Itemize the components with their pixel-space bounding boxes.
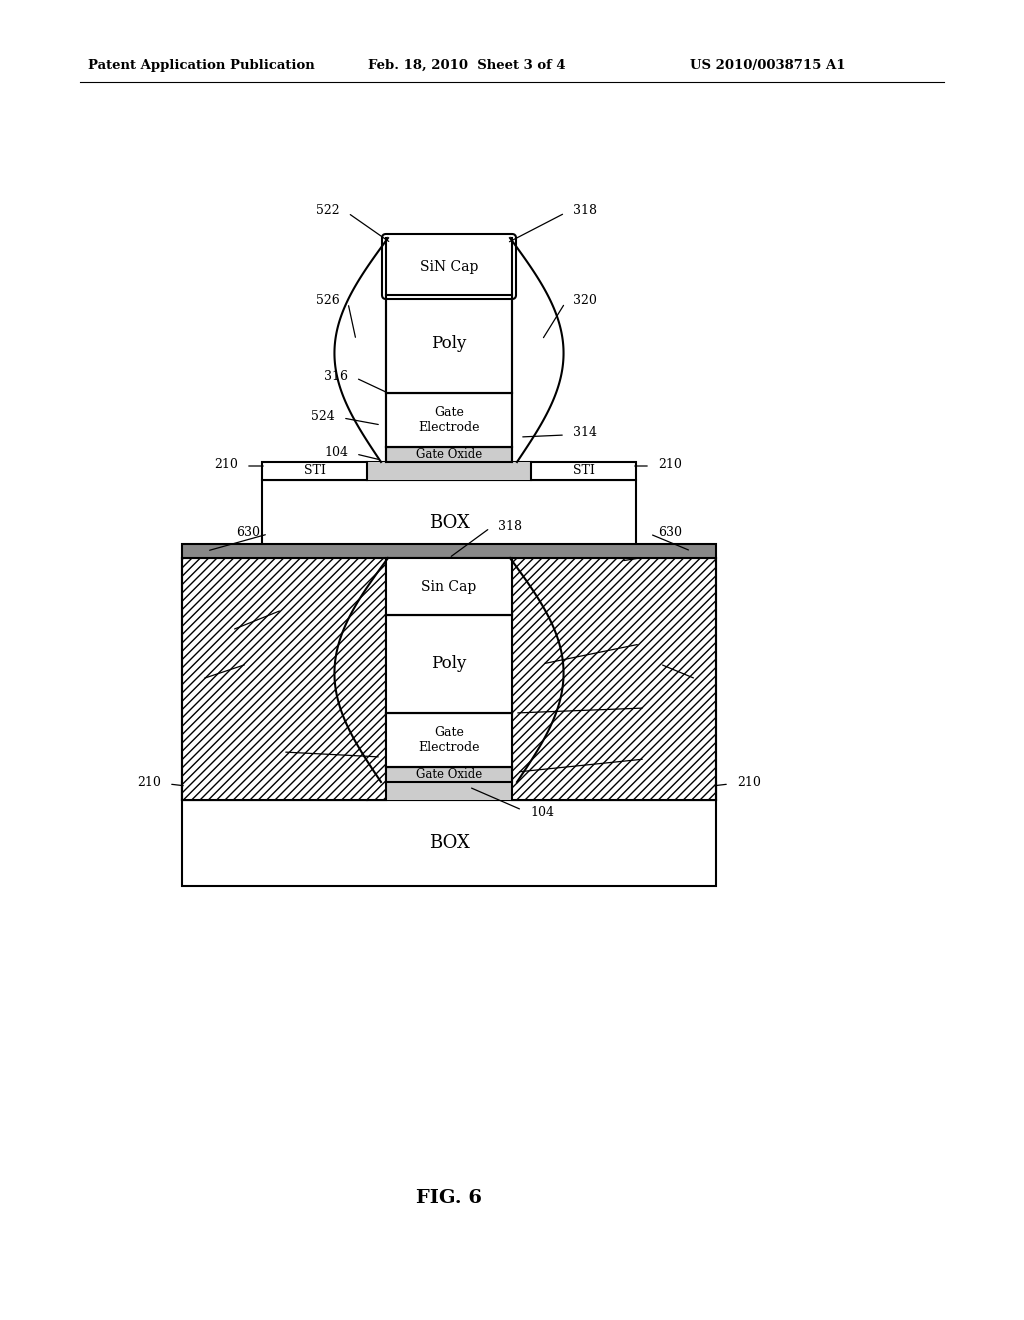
Text: 628: 628 [215,656,239,668]
Text: Gate Oxide: Gate Oxide [416,768,482,781]
Bar [386,447,512,462]
Bar [367,462,531,480]
Text: 630: 630 [658,525,682,539]
Text: 524: 524 [251,743,275,756]
Bar [386,558,512,615]
Bar [512,558,716,800]
Bar [386,615,512,713]
Text: 320: 320 [648,635,672,648]
Text: Sin Cap: Sin Cap [421,579,476,594]
Text: 210: 210 [658,458,682,470]
Text: 524: 524 [311,409,335,422]
Text: 210: 210 [214,458,238,470]
Bar [386,294,512,393]
Bar [367,781,531,800]
Bar [386,713,512,767]
Text: SiN Cap: SiN Cap [420,260,478,273]
Text: FIG. 5: FIG. 5 [416,609,482,627]
Text: 526: 526 [250,602,274,615]
Text: STI: STI [572,465,595,478]
Text: Gate Oxide: Gate Oxide [416,447,482,461]
Text: 316: 316 [653,700,677,713]
Text: Feb. 18, 2010  Sheet 3 of 4: Feb. 18, 2010 Sheet 3 of 4 [368,58,565,71]
Bar [182,544,716,558]
FancyBboxPatch shape [382,234,516,300]
Bar [262,462,636,480]
Text: 210: 210 [137,776,161,788]
Text: 320: 320 [573,294,597,308]
Text: Poly: Poly [431,335,467,352]
Text: 104: 104 [530,805,554,818]
Text: 210: 210 [737,776,761,788]
Text: Gate
Electrode: Gate Electrode [418,726,480,754]
Text: 316: 316 [324,370,348,383]
Text: 318: 318 [498,520,522,532]
Text: 104: 104 [324,446,348,458]
Text: 314: 314 [653,751,677,763]
Text: US 2010/0038715 A1: US 2010/0038715 A1 [690,58,846,71]
Bar [182,558,386,800]
Text: 522: 522 [316,205,340,218]
Text: Poly: Poly [431,656,467,672]
Text: 102: 102 [648,549,672,562]
Text: 630: 630 [236,525,260,539]
Text: FIG. 6: FIG. 6 [416,1189,482,1206]
Text: Gate
Electrode: Gate Electrode [418,407,480,434]
Text: BOX: BOX [429,834,469,851]
Text: 526: 526 [316,294,340,308]
Text: 314: 314 [573,426,597,440]
Text: 628: 628 [668,656,692,668]
Text: STI: STI [303,465,326,478]
Text: Patent Application Publication: Patent Application Publication [88,58,314,71]
Text: 318: 318 [573,205,597,218]
Bar [386,767,512,781]
Bar [182,800,716,886]
Bar [262,480,636,566]
Text: BOX: BOX [429,513,469,532]
Bar [386,393,512,447]
Bar [182,781,716,800]
